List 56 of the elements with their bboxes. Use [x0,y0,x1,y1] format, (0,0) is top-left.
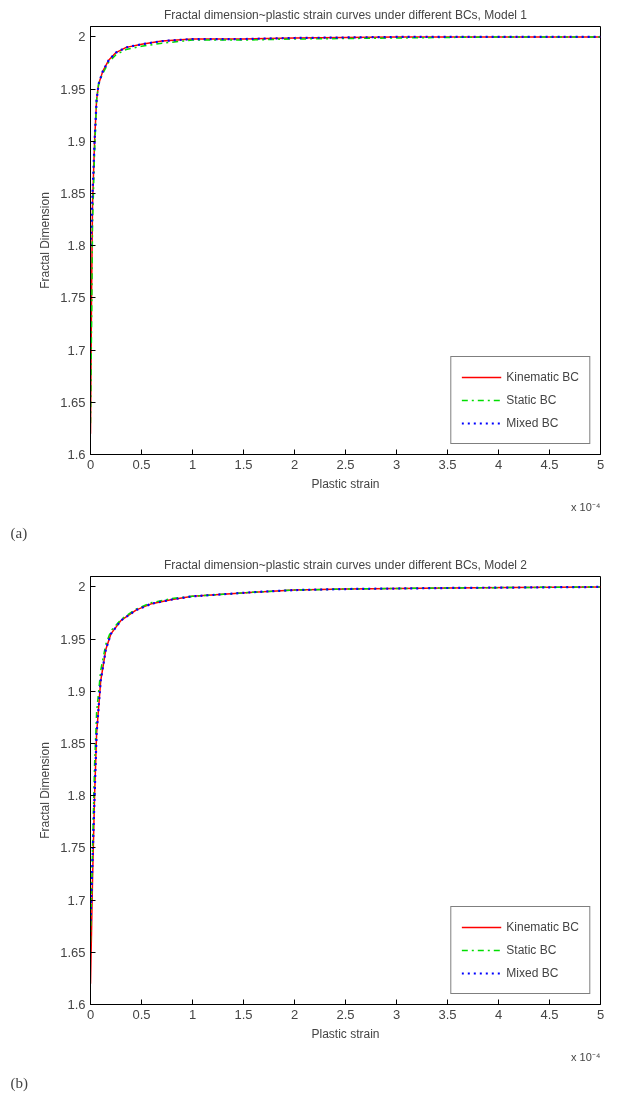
legend-label: Static BC [506,943,557,957]
x-tick-label: 5 [596,1006,605,1022]
legend-label: Mixed BC [506,416,559,430]
x-tick-label: 3.5 [438,456,457,472]
y-tick-label: 1.7 [67,342,86,358]
y-tick-label: 1.8 [67,238,86,254]
x-tick-label: 0 [86,456,95,472]
text: x 10⁻⁴ [570,500,601,513]
chart-title: Fractal dimension~plastic strain curves under different BCs, Model 2 [164,557,528,572]
y-tick-label: 1.6 [67,997,86,1012]
legend-label: Static BC [506,393,557,407]
x-tick-label: 0.5 [132,456,151,472]
x-tick-label: 4.5 [540,1006,559,1022]
x-tick-label: 1.5 [234,456,253,472]
y-tick-label: 1.75 [60,290,86,306]
x-tick-label: 0.5 [132,1006,151,1022]
x-tick-label: 4 [494,456,503,472]
y-tick-label: 1.85 [60,186,86,202]
text: (a) [10,524,28,542]
y-axis-title: Fractal Dimension [38,192,53,289]
chart-title: Fractal dimension~plastic strain curves under different BCs, Model 1 [164,7,528,22]
y-tick-label: 1.65 [60,394,86,410]
x-tick-label: 2.5 [336,1006,355,1022]
x-tick-label: 1 [188,1006,197,1022]
y-tick-label: 1.8 [67,788,86,804]
legend-label: Kinematic BC [506,920,579,934]
x-axis-title: Plastic strain [311,476,380,491]
y-tick-label: 1.85 [60,736,86,752]
x-tick-label: 2.5 [336,456,355,472]
x-axis-title: Plastic strain [311,1026,380,1041]
legend-label: Mixed BC [506,966,559,980]
x-tick-label: 0 [86,1006,95,1022]
y-tick-label: 1.9 [67,133,86,149]
x-tick-label: 2 [290,456,299,472]
x-tick-label: 1.5 [234,1006,253,1022]
y-axis-title: Fractal Dimension [38,742,53,839]
y-tick-label: 2 [78,29,86,45]
y-tick-label: 2 [78,579,86,595]
x-tick-label: 5 [596,456,605,472]
x-tick-label: 1 [188,456,197,472]
y-tick-label: 1.95 [60,81,86,97]
text: (b) [10,1074,28,1092]
y-tick-label: 1.6 [67,447,86,462]
legend-label: Kinematic BC [506,370,579,384]
x-tick-label: 3.5 [438,1006,457,1022]
y-tick-label: 1.9 [67,683,86,699]
y-tick-label: 1.75 [60,840,86,856]
x-tick-label: 3 [392,456,401,472]
x-tick-label: 3 [392,1006,401,1022]
x-tick-label: 4 [494,1006,503,1022]
y-tick-label: 1.95 [60,631,86,647]
x-tick-label: 4.5 [540,456,559,472]
y-tick-label: 1.7 [67,892,86,908]
y-tick-label: 1.65 [60,944,86,960]
x-tick-label: 2 [290,1006,299,1022]
text: x 10⁻⁴ [570,1050,601,1063]
